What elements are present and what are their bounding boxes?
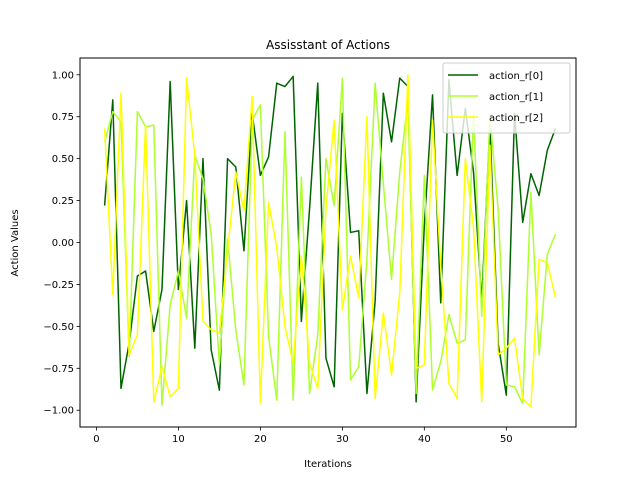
legend-label: action_r[0] <box>489 71 543 82</box>
x-tick-label: 10 <box>172 434 185 445</box>
x-axis: 0 10 20 30 40 50 <box>93 427 513 445</box>
x-tick-label: 30 <box>336 434 349 445</box>
legend: action_r[0] action_r[1] action_r[2] <box>442 62 571 134</box>
y-tick-label: −0.75 <box>43 364 74 375</box>
y-tick-label: 1.00 <box>52 70 74 81</box>
x-tick-label: 40 <box>418 434 431 445</box>
x-axis-label: Iterations <box>304 459 352 470</box>
y-tick-label: 0.25 <box>52 196 74 207</box>
y-tick-label: 0.00 <box>52 238 74 249</box>
legend-label: action_r[1] <box>489 92 543 103</box>
y-axis-label: Action Values <box>10 209 21 276</box>
series-line-1 <box>103 77 557 406</box>
y-tick-label: −0.50 <box>43 322 74 333</box>
y-tick-label: −0.25 <box>43 280 74 291</box>
y-axis: −1.00 −0.75 −0.50 −0.25 0.00 0.25 0.50 0.75 1.00 <box>43 70 80 417</box>
x-tick-label: 20 <box>254 434 267 445</box>
legend-box <box>442 62 571 134</box>
y-tick-label: −1.00 <box>43 406 74 417</box>
x-tick-label: 50 <box>500 434 513 445</box>
y-tick-label: 0.50 <box>52 154 74 165</box>
chart-title: Assisstant of Actions <box>266 38 390 52</box>
y-tick-label: 0.75 <box>52 112 74 123</box>
series-line-2 <box>103 74 557 408</box>
legend-label: action_r[2] <box>489 113 543 124</box>
x-tick-label: 0 <box>93 434 99 445</box>
series-layer <box>103 74 557 408</box>
